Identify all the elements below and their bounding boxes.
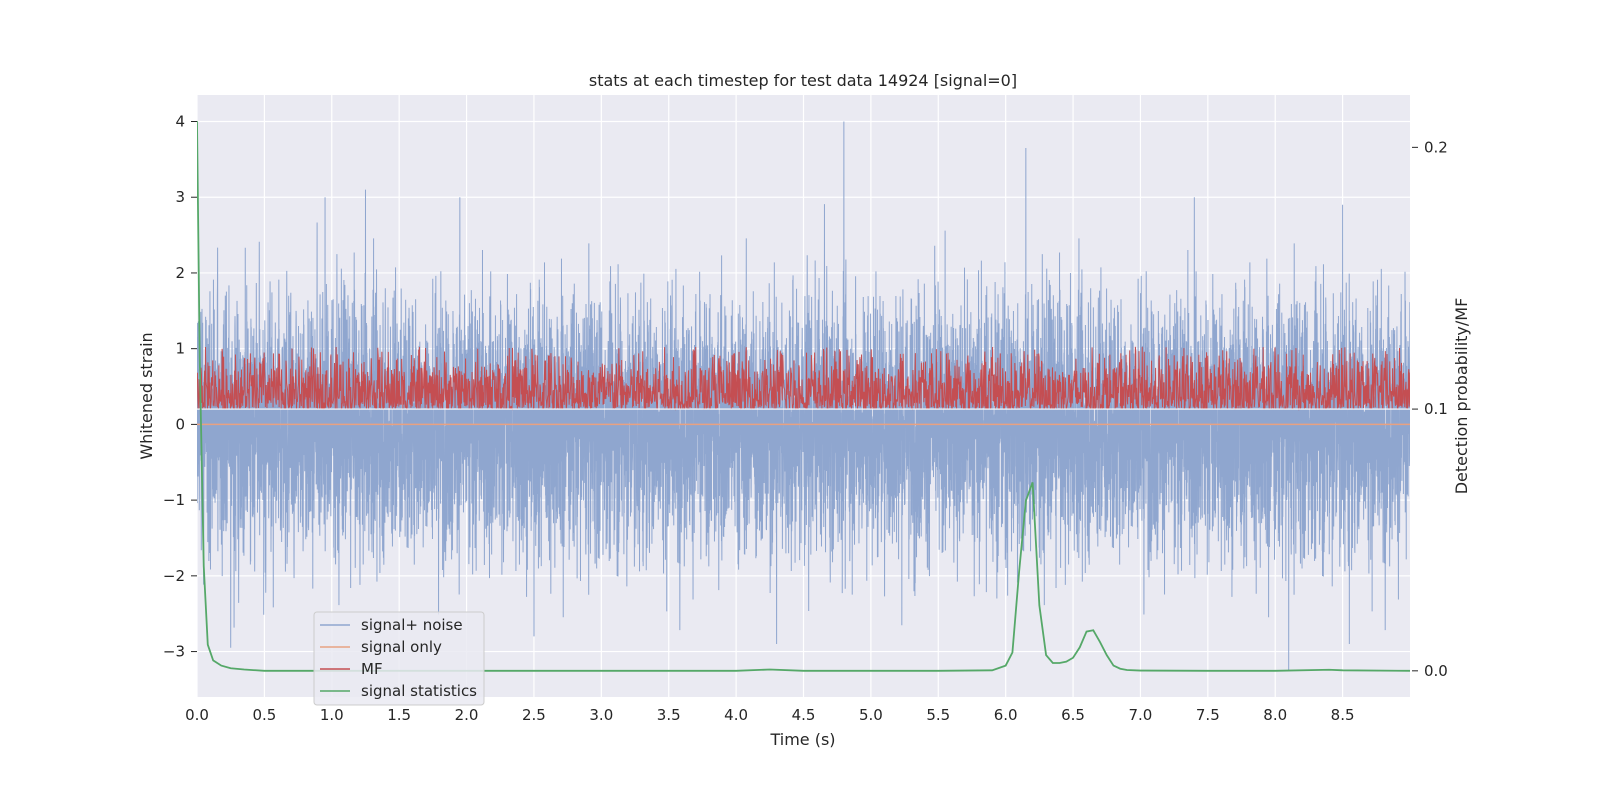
legend: signal+ noise signal only MF signal stat… — [313, 611, 485, 706]
y2-tick-label: 0.1 — [1424, 400, 1448, 418]
y-tick-label: 0 — [175, 415, 185, 433]
x-tick-label: 4.0 — [724, 706, 748, 724]
legend-label-signal-statistics: signal statistics — [361, 682, 477, 700]
y-tick-label: 3 — [175, 188, 185, 206]
legend-label-signal-only: signal only — [361, 638, 442, 656]
series-signal-plus-noise-line — [197, 121, 1410, 671]
y2-axis-label: Detection probability/MF — [1452, 298, 1471, 495]
x-tick-label: 1.5 — [387, 706, 411, 724]
x-tick-label: 0.5 — [252, 706, 276, 724]
chart-title: stats at each timestep for test data 149… — [589, 71, 1017, 90]
x-tick-label: 8.0 — [1263, 706, 1287, 724]
x-axis-ticks: 0.0 0.5 1.0 1.5 2.0 2.5 3.0 3.5 4.0 4.5 5.0 5.5 6.0 6… — [185, 706, 1354, 724]
x-tick-label: 3.5 — [657, 706, 681, 724]
y-tick-label: 4 — [175, 113, 185, 131]
y-tick-label: −1 — [163, 491, 185, 509]
x-tick-label: 1.0 — [320, 706, 344, 724]
legend-box — [313, 611, 485, 706]
series-mf-line — [197, 346, 1410, 411]
x-tick-label: 7.5 — [1196, 706, 1220, 724]
x-tick-label: 4.5 — [792, 706, 816, 724]
y-tick-label: 1 — [175, 340, 185, 358]
x-tick-label: 8.5 — [1331, 706, 1355, 724]
y-axis-label: Whitened strain — [137, 332, 156, 459]
x-tick-label: 2.0 — [455, 706, 479, 724]
x-tick-label: 5.0 — [859, 706, 883, 724]
x-tick-label: 0.0 — [185, 706, 209, 724]
y-tick-label: −2 — [163, 567, 185, 585]
legend-label-mf: MF — [361, 660, 383, 678]
x-tick-label: 3.0 — [589, 706, 613, 724]
y2-tick-label: 0.0 — [1424, 662, 1448, 680]
x-tick-label: 6.0 — [994, 706, 1018, 724]
x-tick-label: 6.5 — [1061, 706, 1085, 724]
y2-tick-label: 0.2 — [1424, 138, 1448, 156]
x-tick-label: 5.5 — [926, 706, 950, 724]
y2-axis-ticks: 0.2 0.1 0.0 — [1412, 138, 1448, 680]
x-tick-label: 7.0 — [1129, 706, 1153, 724]
series-signal-statistics-line — [197, 121, 1410, 672]
y-tick-label: 2 — [175, 264, 185, 282]
legend-label-signal-plus-noise: signal+ noise — [361, 616, 463, 634]
x-axis-label: Time (s) — [769, 730, 835, 749]
x-tick-label: 2.5 — [522, 706, 546, 724]
y-axis-ticks: 4 3 2 1 0 −1 −2 −3 — [163, 113, 197, 661]
y-tick-label: −3 — [163, 643, 185, 661]
